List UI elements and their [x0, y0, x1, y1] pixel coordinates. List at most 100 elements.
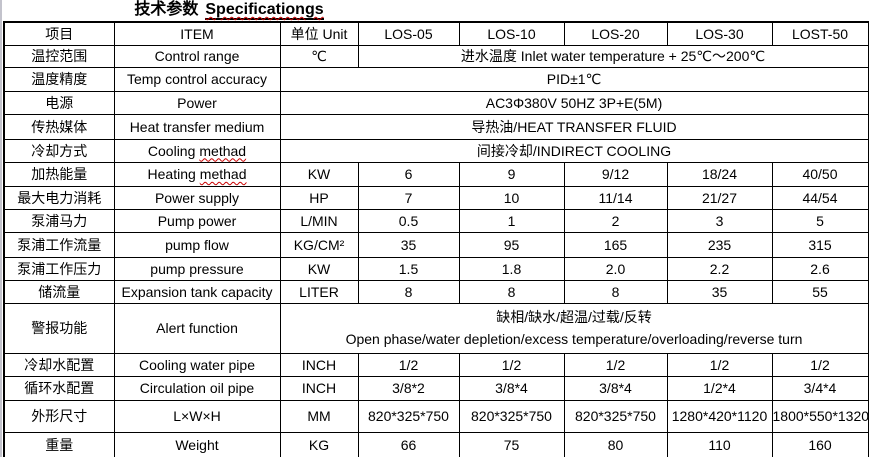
row-label-en: Weight — [113, 431, 281, 457]
row-label-en: Expansion tank capacity — [113, 279, 281, 304]
page-title-en: Specificationgs — [205, 1, 324, 20]
value-cell: 55 — [771, 279, 869, 304]
table-row: 加热能量 Heating methad KW 6 9 9/12 18/24 40/… — [3, 161, 869, 187]
row-label-zh: 泵浦马力 — [3, 208, 115, 233]
row-unit: HP — [279, 185, 359, 210]
row-label-zh: 加热能量 — [3, 161, 115, 187]
value-cell: 40/50 — [771, 161, 869, 187]
row-unit: KG — [279, 431, 359, 457]
row-unit: INCH — [279, 375, 359, 401]
value-cell: 3/8*2 — [357, 375, 460, 401]
table-row: 最大电力消耗 Power supply HP 7 10 11/14 21/27 … — [3, 185, 869, 210]
table-row: 外形尺寸 L×W×H MM 820*325*750 820*325*750 82… — [3, 399, 869, 433]
value-cell: 3/8*4 — [563, 375, 668, 401]
table-row: 冷却方式 Cooling methad 间接冷却/INDIRECT COOLING — [3, 138, 869, 163]
header-model: LOS-10 — [458, 21, 565, 46]
value-cell: 35 — [357, 231, 460, 258]
table-row: 循环水配置 Circulation oil pipe INCH 3/8*2 3/… — [3, 375, 869, 401]
row-label-zh: 储流量 — [3, 279, 115, 304]
value-cell: 5 — [771, 208, 869, 233]
table-row: 警报功能 Alert function 缺相/缺水/超温/过载/反转 Open … — [3, 302, 869, 354]
spec-table: 项目 ITEM 单位 Unit LOS-05 LOS-10 LOS-20 LOS… — [3, 21, 869, 457]
row-label-en: L×W×H — [113, 399, 281, 433]
window-left-edge — [0, 0, 2, 457]
header-model: LOS-30 — [666, 21, 773, 46]
value-cell: 820*325*750 — [458, 399, 565, 433]
row-label-zh: 最大电力消耗 — [3, 185, 115, 210]
value-cell: 1800*550*1320 — [771, 399, 869, 433]
value-cell: 2 — [563, 208, 668, 233]
value-cell: 44/54 — [771, 185, 869, 210]
row-label-zh: 外形尺寸 — [3, 399, 115, 433]
row-label-en: Heating methad — [113, 161, 281, 187]
value-cell: 0.5 — [357, 208, 460, 233]
value-cell: 80 — [563, 431, 668, 457]
value-cell: 1 — [458, 208, 565, 233]
row-unit: KW — [279, 161, 359, 187]
value-cell: 6 — [357, 161, 460, 187]
table-row: 传热媒体 Heat transfer medium 导热油/HEAT TRANS… — [3, 113, 869, 140]
table-row: 泵浦工作流量 pump flow KG/CM² 35 95 165 235 31… — [3, 231, 869, 258]
merged-value-cell: 进水温度 Inlet water temperature + 25℃～200℃ — [357, 44, 869, 68]
row-unit: MM — [279, 399, 359, 433]
row-label-zh: 泵浦工作压力 — [3, 256, 115, 281]
row-label-en: Circulation oil pipe — [113, 375, 281, 401]
table-row: 储流量 Expansion tank capacity LITER 8 8 8 … — [3, 279, 869, 304]
alert-values-en: Open phase/water depletion/excess temper… — [345, 331, 803, 347]
value-cell: 3/4*4 — [771, 375, 869, 401]
row-label-en: pump flow — [113, 231, 281, 258]
value-cell: 3 — [666, 208, 773, 233]
value-cell: 820*325*750 — [357, 399, 460, 433]
misspelled-word: methad — [199, 166, 247, 182]
table-row: 电源 Power AC3Φ380V 50HZ 3P+E(5M) — [3, 90, 869, 115]
value-cell: 1.5 — [357, 256, 460, 281]
value-cell: 235 — [666, 231, 773, 258]
value-cell: 2.2 — [666, 256, 773, 281]
merged-value-cell: AC3Φ380V 50HZ 3P+E(5M) — [279, 90, 869, 115]
row-label-zh: 温控范围 — [3, 44, 115, 68]
row-label-zh: 冷却方式 — [3, 138, 115, 163]
header-row: 项目 ITEM 单位 Unit LOS-05 LOS-10 LOS-20 LOS… — [3, 21, 869, 46]
row-label-en: Power supply — [113, 185, 281, 210]
header-model: LOST-50 — [771, 21, 869, 46]
row-label-en: Cooling water pipe — [113, 352, 281, 377]
page-title-zh: 技术参数 — [134, 1, 199, 18]
value-cell: 2.0 — [563, 256, 668, 281]
value-cell: 21/27 — [666, 185, 773, 210]
value-cell: 8 — [357, 279, 460, 304]
merged-value-cell: 导热油/HEAT TRANSFER FLUID — [279, 113, 869, 140]
merged-value-cell: 间接冷却/INDIRECT COOLING — [279, 138, 869, 163]
page-title: 技术参数 Specificationgs — [3, 0, 455, 21]
row-label-en: Heat transfer medium — [113, 113, 281, 140]
table-row: 冷却水配置 Cooling water pipe INCH 1/2 1/2 1/… — [3, 352, 869, 377]
row-label-en: Cooling methad — [113, 138, 281, 163]
row-label-zh: 循环水配置 — [3, 375, 115, 401]
row-label-en: Control range — [113, 44, 281, 68]
value-cell: 1/2 — [357, 352, 460, 377]
row-label-en: Temp control accuracy — [113, 66, 281, 92]
row-label-zh: 泵浦工作流量 — [3, 231, 115, 258]
value-cell: 1/2 — [563, 352, 668, 377]
misspelled-word: methad — [199, 142, 247, 159]
table-row: 泵浦马力 Pump power L/MIN 0.5 1 2 3 5 — [3, 208, 869, 233]
row-unit: LITER — [279, 279, 359, 304]
value-cell: 11/14 — [563, 185, 668, 210]
value-cell: 3/8*4 — [458, 375, 565, 401]
merged-value-cell: PID±1℃ — [279, 66, 869, 92]
row-label-zh: 传热媒体 — [3, 113, 115, 140]
row-label-en: Pump power — [113, 208, 281, 233]
value-cell: 1280*420*1120 — [666, 399, 773, 433]
row-unit: ℃ — [279, 44, 359, 68]
row-label-zh: 警报功能 — [3, 302, 115, 354]
row-label-en: Alert function — [113, 302, 281, 354]
value-cell: 1/2*4 — [666, 375, 773, 401]
value-cell: 1/2 — [458, 352, 565, 377]
value-cell: 1.8 — [458, 256, 565, 281]
value-cell: 110 — [666, 431, 773, 457]
value-cell: 35 — [666, 279, 773, 304]
value-cell: 160 — [771, 431, 869, 457]
table-row: 重量 Weight KG 66 75 80 110 160 — [3, 431, 869, 457]
row-label-zh: 电源 — [3, 90, 115, 115]
header-model: LOS-05 — [357, 21, 460, 46]
